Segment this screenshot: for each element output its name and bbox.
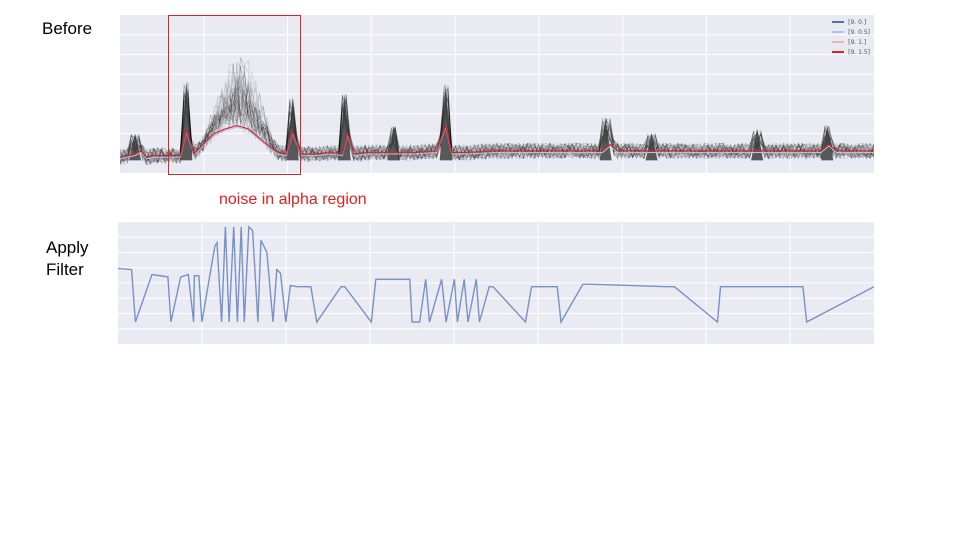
filtered-series-line [118,225,874,325]
spike-mark [645,133,658,161]
spike-mark [338,94,351,161]
spike-mark [599,117,612,161]
noise-trace [120,87,874,165]
filtered-chart-svg [118,222,874,344]
noise-trace [120,57,874,164]
noise-trace [120,62,874,165]
before-grid [120,15,874,173]
legend-item: [9. 0.5] [832,27,870,37]
before-chart-svg [120,15,874,173]
annotation-label: noise in alpha region [219,191,367,208]
filtered-grid [118,222,874,344]
legend-item: [9. 1.] [832,37,870,47]
legend-swatch [832,31,845,33]
noise-trace [120,93,874,164]
legend-item: [9. 0.] [832,17,870,27]
noise-trace [120,88,874,165]
legend-label: [9. 0.] [848,18,867,26]
legend-swatch [832,51,845,53]
noise-trace [120,62,874,163]
highlight-box [168,15,301,175]
legend-item: [9. 1.5] [832,47,870,57]
legend-swatch [832,41,845,43]
noise-trace [120,71,874,163]
noise-trace [120,74,874,163]
noise-trace [120,86,874,163]
noise-trace [120,86,874,163]
spike-mark [821,125,834,161]
noise-trace [120,79,874,164]
legend: [9. 0.] [9. 0.5] [9. 1.] [9. 1.5] [832,17,870,57]
mean-trace-red [120,123,874,158]
noise-trace [120,85,874,163]
noise-trace [120,65,874,164]
noise-trace [120,88,874,164]
noise-trace [120,85,874,165]
noise-trace [120,65,874,161]
legend-label: [9. 1.] [848,38,867,46]
apply-filter-label: Apply Filter [46,238,89,279]
noise-trace [120,76,874,165]
before-label: Before [42,19,93,38]
noise-trace [120,66,874,165]
noise-trace [120,85,874,164]
noise-trace [120,62,874,165]
filtered-plot [118,222,874,344]
noise-trace [120,87,874,164]
legend-label: [9. 0.5] [848,28,870,36]
noise-trace [120,64,874,164]
noise-trace [120,89,874,166]
before-plot: [9. 0.] [9. 0.5] [9. 1.] [9. 1.5] [120,15,874,173]
noise-trace [120,91,874,164]
spike-mark [387,125,400,161]
noise-trace [120,71,874,166]
noise-trace [120,84,874,163]
legend-swatch [832,21,845,23]
legend-label: [9. 1.5] [848,48,870,56]
noise-trace [120,88,874,165]
